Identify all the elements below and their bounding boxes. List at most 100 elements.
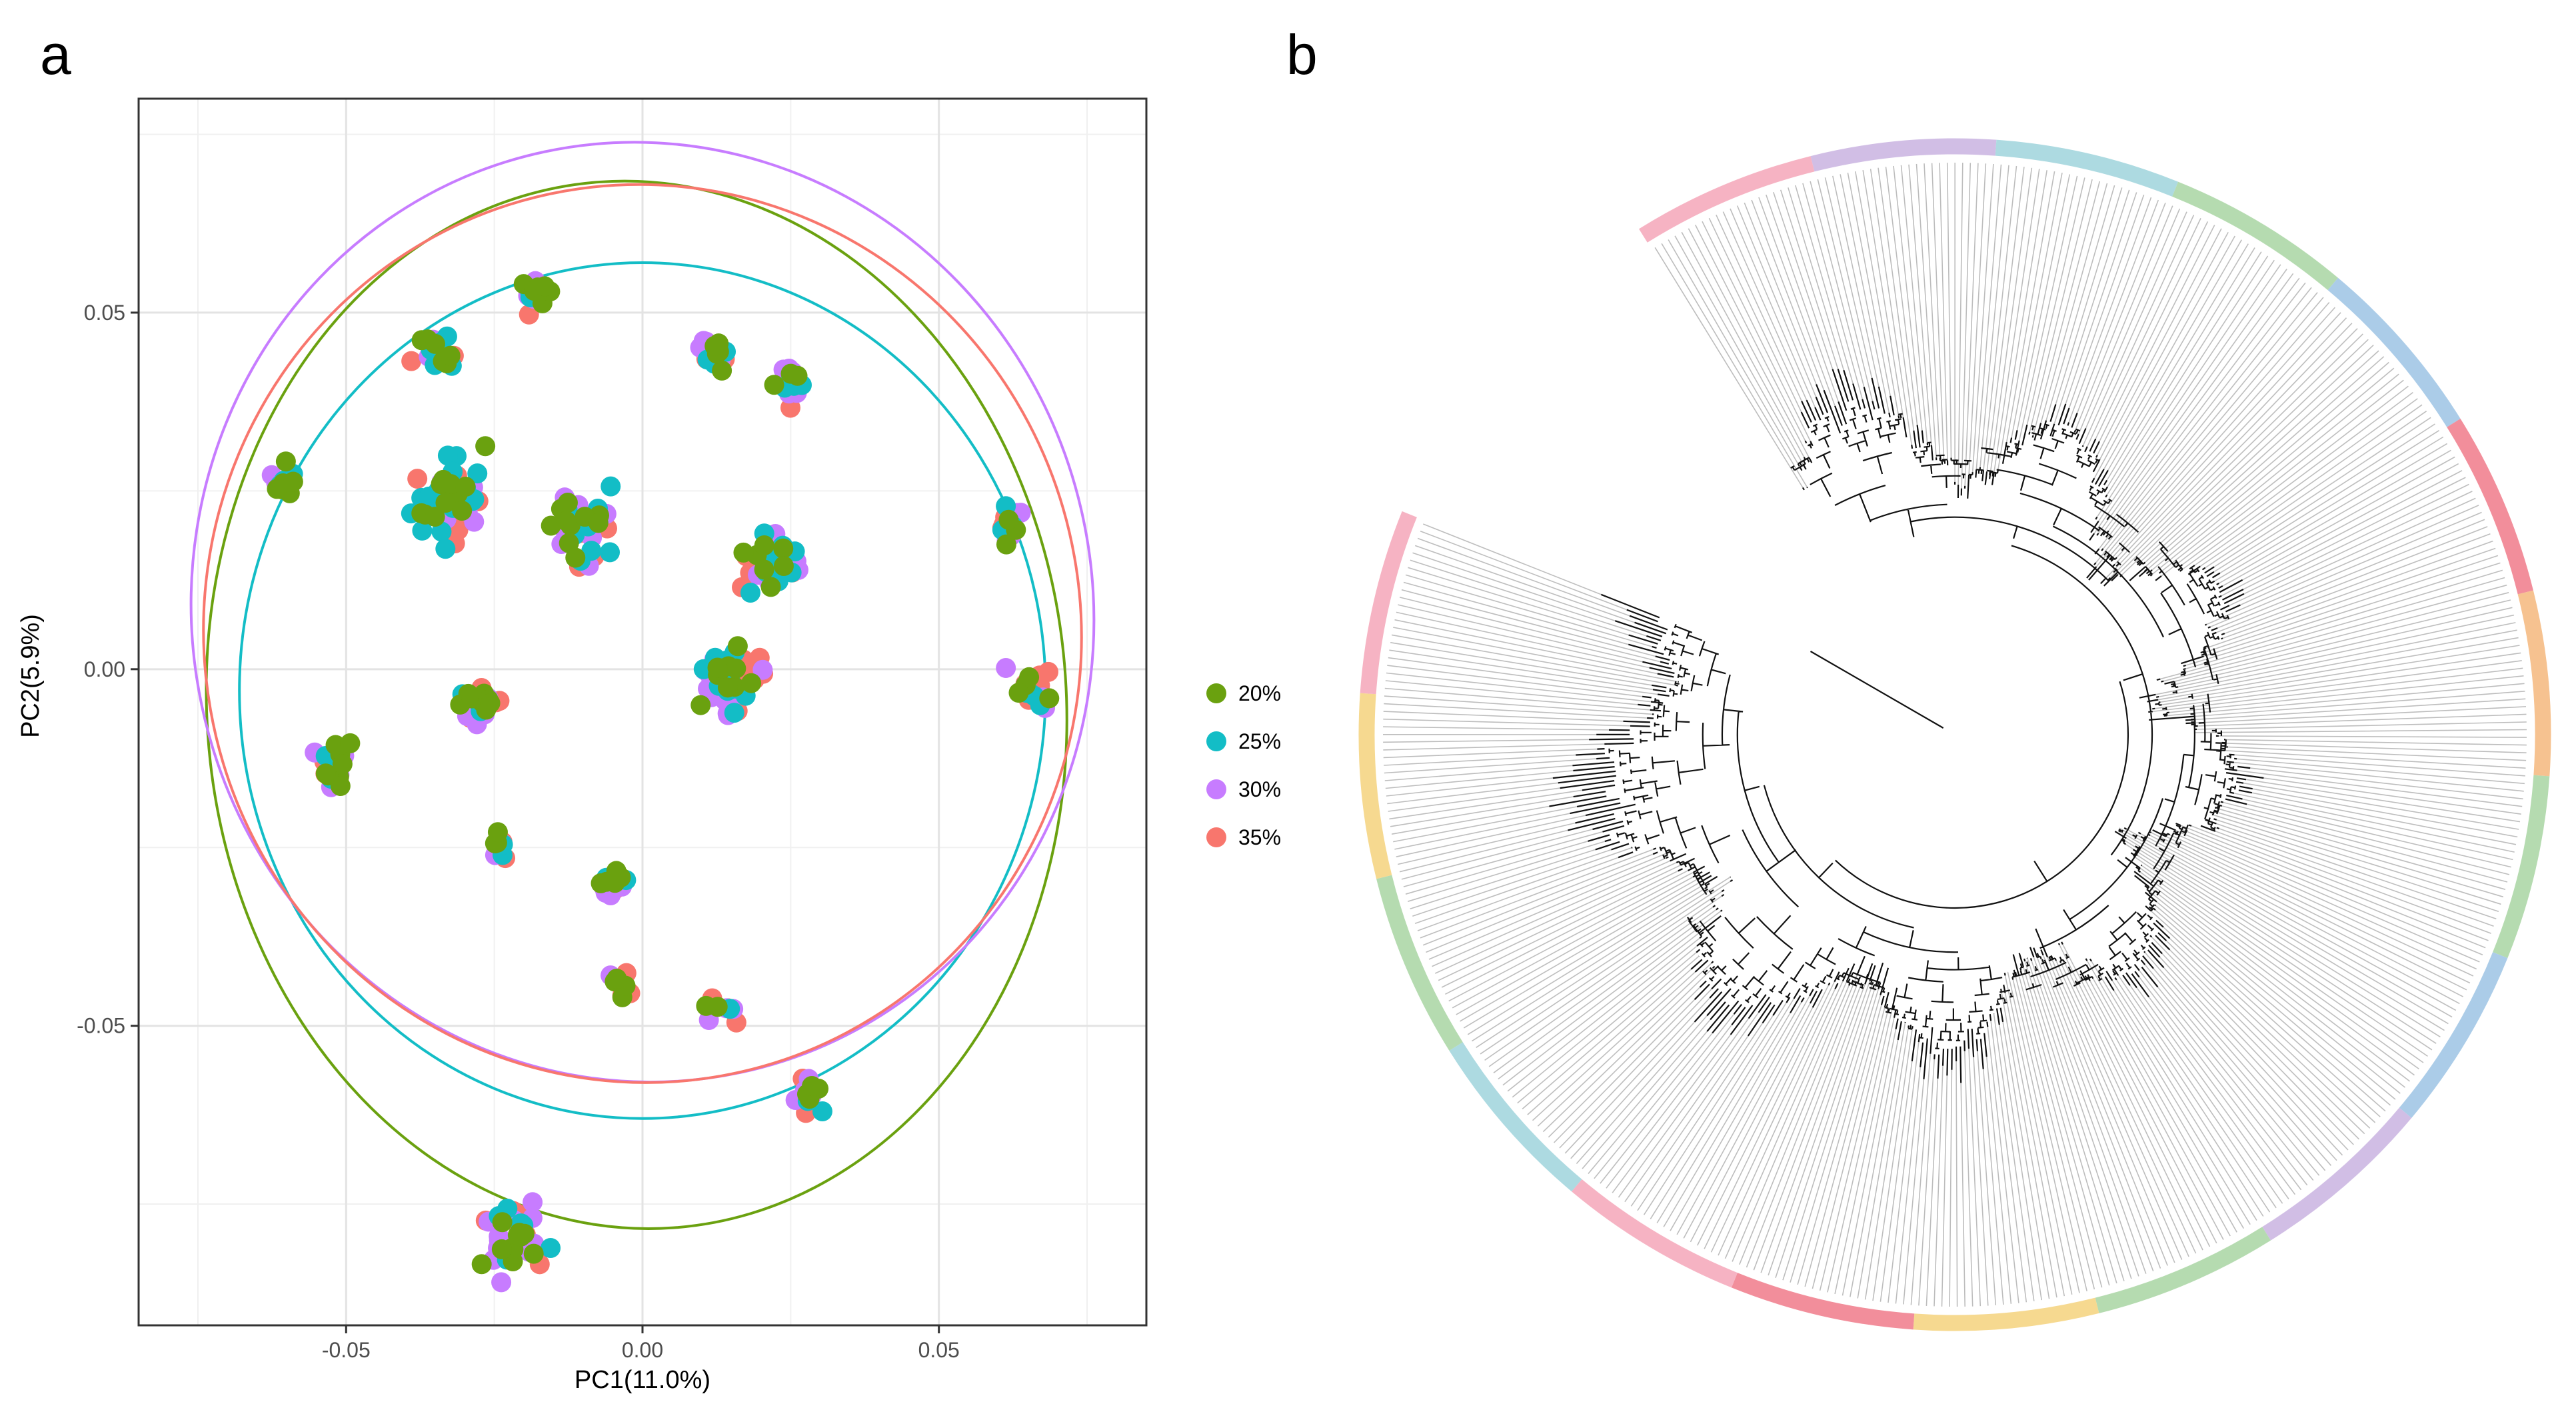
point-20pct — [696, 995, 716, 1016]
ring-segment — [1572, 1179, 1738, 1288]
point-20pct — [556, 511, 577, 531]
point-20pct — [511, 1226, 531, 1247]
point-20pct — [283, 471, 303, 492]
ring-segment — [2095, 1227, 2271, 1313]
point-35pct — [407, 469, 428, 489]
point-20pct — [707, 657, 728, 678]
x-axis-ticks: -0.05 0.00 0.05 — [322, 1325, 960, 1362]
point-20pct — [441, 474, 461, 495]
point-20pct — [712, 360, 732, 381]
point-25pct — [601, 476, 621, 497]
point-20pct — [440, 345, 461, 366]
legend: 20% 25% 30% 35% — [1206, 681, 1281, 849]
tree-branches — [1549, 369, 2264, 1083]
point-20pct — [535, 276, 555, 297]
point-20pct — [523, 1243, 544, 1264]
point-20pct — [787, 365, 808, 386]
point-20pct — [773, 538, 794, 559]
point-20pct — [267, 479, 287, 499]
ring-segment — [1358, 693, 1392, 879]
point-20pct — [487, 822, 508, 843]
legend-key-25pct — [1206, 731, 1226, 751]
point-20pct — [754, 535, 774, 555]
point-20pct — [325, 735, 346, 755]
panel-label-a: a — [40, 23, 71, 86]
ellipse-35pct — [202, 183, 1083, 1084]
point-20pct — [588, 513, 609, 533]
y-tick-label: -0.05 — [77, 1014, 125, 1038]
point-20pct — [760, 577, 781, 597]
panel-label-b: b — [1286, 23, 1318, 86]
point-25pct — [724, 703, 744, 723]
legend-label: 25% — [1238, 729, 1281, 753]
point-20pct — [605, 873, 625, 893]
point-20pct — [1008, 683, 1029, 703]
point-20pct — [332, 754, 353, 775]
point-20pct — [726, 658, 746, 679]
point-35pct — [401, 351, 422, 371]
point-25pct — [812, 1101, 832, 1122]
ring-segment — [1638, 156, 1815, 243]
point-25pct — [467, 463, 488, 484]
ring-segment — [2447, 418, 2533, 595]
root-branch — [1810, 651, 1944, 729]
point-25pct — [412, 520, 433, 541]
point-20pct — [996, 534, 1016, 555]
branch-lines — [1549, 369, 2264, 1083]
y-tick-label: 0.00 — [84, 657, 125, 681]
ring-segment — [2493, 775, 2550, 959]
point-20pct — [475, 436, 496, 457]
y-axis-ticks: -0.05 0.00 0.05 — [77, 301, 139, 1038]
legend-label: 35% — [1238, 825, 1281, 849]
ring-segment — [2399, 952, 2508, 1118]
x-tick-label: -0.05 — [322, 1338, 371, 1362]
point-20pct — [690, 695, 711, 715]
point-30pct — [996, 657, 1016, 678]
ring-segment — [1360, 511, 1417, 695]
point-20pct — [754, 559, 774, 580]
point-20pct — [275, 451, 296, 472]
point-20pct — [461, 688, 482, 709]
tree-tip-leader-lines — [1382, 162, 2527, 1307]
legend-key-35pct — [1206, 827, 1226, 847]
ring-segment — [1995, 139, 2179, 197]
point-20pct — [435, 493, 456, 513]
point-20pct — [741, 673, 762, 693]
ring-segment — [1913, 1297, 2099, 1331]
point-20pct — [1039, 688, 1060, 709]
data-points — [261, 271, 1060, 1293]
point-20pct — [455, 476, 476, 497]
point-25pct — [437, 445, 458, 466]
ring-segment — [1810, 138, 1997, 172]
point-30pct — [523, 1192, 543, 1213]
point-20pct — [727, 636, 748, 657]
ring-segment — [2172, 181, 2338, 291]
point-20pct — [733, 542, 754, 563]
point-25pct — [435, 539, 456, 559]
x-axis-title: PC1(11.0%) — [575, 1366, 710, 1394]
point-25pct — [740, 583, 760, 603]
point-20pct — [425, 333, 445, 354]
point-20pct — [452, 501, 473, 521]
point-30pct — [491, 1272, 512, 1293]
ring-segment — [1731, 1273, 1915, 1330]
point-20pct — [607, 968, 627, 989]
legend-key-30pct — [1206, 779, 1226, 799]
circular-phylogenetic-tree — [1358, 138, 2551, 1331]
point-25pct — [541, 1238, 561, 1259]
ring-segment — [2517, 590, 2551, 777]
point-20pct — [704, 335, 725, 356]
y-axis-title: PC2(5.9%) — [17, 614, 45, 738]
point-20pct — [998, 509, 1019, 530]
point-20pct — [802, 1075, 822, 1096]
point-20pct — [480, 693, 501, 713]
legend-label: 20% — [1238, 681, 1281, 705]
point-20pct — [565, 547, 586, 568]
ring-segment — [2262, 1107, 2412, 1241]
point-20pct — [340, 733, 361, 753]
legend-key-20pct — [1206, 683, 1226, 703]
point-20pct — [315, 763, 336, 784]
point-20pct — [541, 515, 561, 536]
leader-lines — [1382, 162, 2527, 1307]
point-25pct — [431, 521, 452, 542]
